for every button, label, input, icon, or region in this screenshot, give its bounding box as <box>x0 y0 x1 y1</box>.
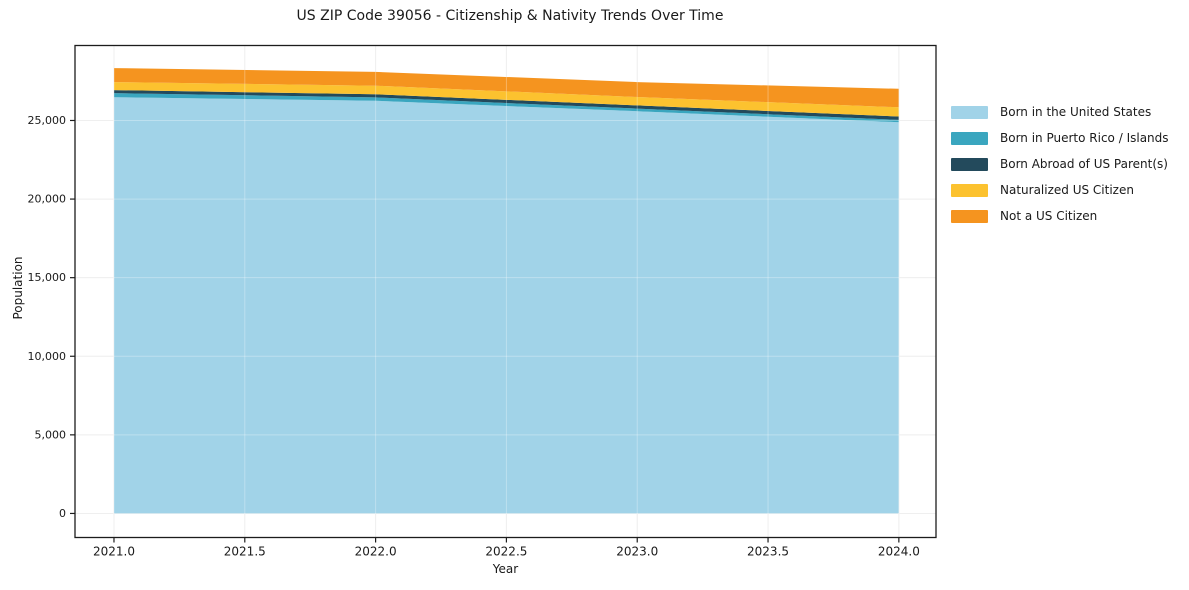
y-tick-label: 10,000 <box>28 350 67 363</box>
legend-item-naturalized-us-citizen: Naturalized US Citizen <box>951 184 1169 197</box>
legend-item-born-in-the-united-states: Born in the United States <box>951 106 1169 119</box>
x-tick-label: 2023.5 <box>747 545 789 559</box>
legend-swatch-born-abroad-of-us-parent-s <box>951 158 988 171</box>
legend-item-label: Born Abroad of US Parent(s) <box>1000 157 1168 171</box>
legend-item-label: Born in Puerto Rico / Islands <box>1000 131 1169 145</box>
legend-swatch-born-in-puerto-rico-islands <box>951 132 988 145</box>
y-tick-label: 0 <box>59 507 66 520</box>
legend: Born in the United States Born in Puerto … <box>951 106 1169 236</box>
x-tick-label: 2022.0 <box>355 545 397 559</box>
y-tick-label: 20,000 <box>28 193 67 206</box>
legend-item-label: Not a US Citizen <box>1000 209 1098 223</box>
plot-border <box>74 44 937 539</box>
y-tick-label: 5,000 <box>35 428 67 441</box>
legend-item-not-a-us-citizen: Not a US Citizen <box>951 210 1169 223</box>
legend-item-label: Born in the United States <box>1000 105 1152 119</box>
legend-item-born-in-puerto-rico-islands: Born in Puerto Rico / Islands <box>951 132 1169 145</box>
area-born-abroad-of-us-parent-s <box>114 90 899 120</box>
area-not-a-us-citizen <box>114 68 899 108</box>
y-tick-label: 15,000 <box>28 271 67 284</box>
legend-swatch-not-a-us-citizen <box>951 210 988 223</box>
y-axis-title: Population <box>11 256 25 320</box>
area-born-in-puerto-rico-islands <box>114 93 899 123</box>
x-tick-label: 2021.5 <box>224 545 266 559</box>
legend-item-born-abroad-of-us-parent-s: Born Abroad of US Parent(s) <box>951 158 1169 171</box>
chart-title: US ZIP Code 39056 - Citizenship & Nativi… <box>296 8 724 24</box>
x-tick-label: 2024.0 <box>878 545 920 559</box>
area-born-in-the-united-states <box>114 97 899 514</box>
x-tick-label: 2022.5 <box>485 545 527 559</box>
y-tick-label: 25,000 <box>28 114 67 127</box>
legend-swatch-born-in-the-united-states <box>951 106 988 119</box>
x-tick-label: 2021.0 <box>93 545 135 559</box>
area-naturalized-us-citizen <box>114 82 899 117</box>
legend-swatch-naturalized-us-citizen <box>951 184 988 197</box>
legend-item-label: Naturalized US Citizen <box>1000 183 1134 197</box>
x-tick-label: 2023.0 <box>616 545 658 559</box>
x-axis-title: Year <box>492 562 519 576</box>
